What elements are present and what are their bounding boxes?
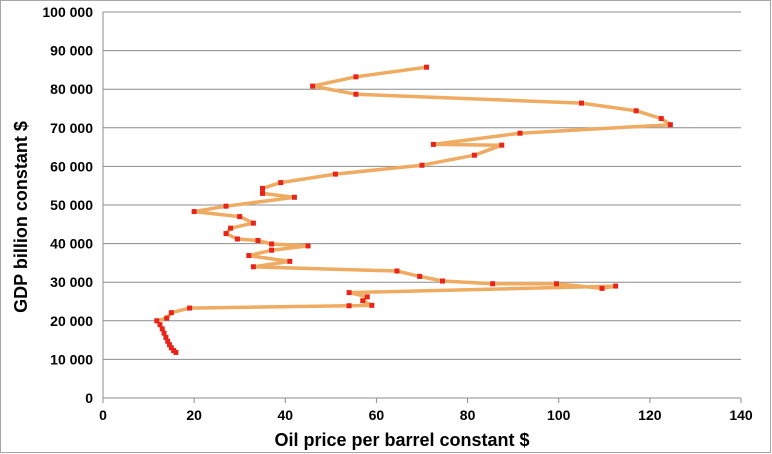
data-point bbox=[599, 285, 605, 291]
data-point bbox=[168, 345, 174, 351]
data-point bbox=[246, 253, 252, 259]
data-point bbox=[223, 203, 229, 209]
x-tick-label: 140 bbox=[729, 407, 753, 423]
data-point bbox=[168, 310, 174, 316]
data-point bbox=[255, 238, 261, 244]
data-point bbox=[167, 342, 173, 348]
data-point bbox=[517, 130, 523, 136]
data-point bbox=[658, 116, 664, 122]
x-tick-labels: 0 20 40 60 80 100 120 140 bbox=[99, 407, 753, 423]
data-point bbox=[250, 264, 256, 270]
y-tick-label: 60 000 bbox=[50, 158, 93, 174]
y-tick-label: 100 000 bbox=[42, 4, 93, 20]
data-point bbox=[163, 334, 169, 340]
data-point bbox=[613, 283, 619, 289]
data-point bbox=[440, 278, 446, 284]
data-point bbox=[171, 348, 177, 354]
y-tick-labels: 0 10 000 20 000 30 000 40 000 50 000 60 000 70 … bbox=[42, 4, 93, 406]
data-point bbox=[369, 302, 375, 308]
x-tick-label: 0 bbox=[99, 407, 107, 423]
data-point bbox=[305, 243, 311, 249]
data-point bbox=[278, 180, 284, 186]
data-point bbox=[287, 258, 293, 264]
data-point bbox=[360, 298, 366, 304]
data-point bbox=[364, 294, 370, 300]
x-tick-label: 120 bbox=[638, 407, 662, 423]
data-point bbox=[346, 303, 352, 309]
data-point bbox=[579, 100, 584, 106]
data-point bbox=[237, 214, 243, 220]
data-point bbox=[187, 305, 193, 311]
y-tick-label: 0 bbox=[85, 390, 93, 406]
data-point bbox=[424, 64, 430, 70]
data-point bbox=[191, 209, 197, 215]
data-point bbox=[269, 247, 275, 253]
data-point bbox=[161, 330, 167, 336]
data-point bbox=[310, 83, 316, 89]
data-point bbox=[353, 91, 359, 97]
data-point bbox=[250, 220, 256, 226]
y-tick-label: 10 000 bbox=[50, 351, 93, 367]
x-tick-label: 100 bbox=[547, 407, 571, 423]
x-tick-label: 20 bbox=[186, 407, 202, 423]
data-point bbox=[394, 268, 400, 274]
data-point bbox=[154, 318, 160, 324]
x-axis-title: Oil price per barrel constant $ bbox=[274, 430, 529, 450]
y-tick-label: 90 000 bbox=[50, 43, 93, 59]
data-point bbox=[346, 290, 352, 296]
x-tick-label: 40 bbox=[277, 407, 293, 423]
data-point bbox=[353, 74, 359, 80]
data-point bbox=[633, 108, 639, 114]
data-point bbox=[260, 190, 265, 196]
marker-layer bbox=[154, 64, 673, 355]
y-tick-label: 40 000 bbox=[50, 236, 93, 252]
data-point bbox=[553, 281, 559, 287]
data-point bbox=[499, 142, 505, 148]
data-point bbox=[223, 231, 229, 237]
data-point bbox=[667, 122, 673, 128]
y-tick-label: 70 000 bbox=[50, 120, 93, 136]
data-point bbox=[269, 241, 275, 247]
y-tick-label: 20 000 bbox=[50, 313, 93, 329]
data-point bbox=[234, 236, 240, 242]
data-point bbox=[165, 338, 171, 344]
data-point bbox=[332, 171, 338, 177]
x-tick-label: 60 bbox=[369, 407, 385, 423]
axes bbox=[102, 12, 742, 403]
data-point bbox=[228, 225, 234, 231]
data-point bbox=[157, 322, 163, 328]
data-point bbox=[490, 281, 496, 287]
y-tick-label: 80 000 bbox=[50, 81, 93, 97]
data-point bbox=[419, 162, 425, 168]
x-tick-label: 80 bbox=[460, 407, 476, 423]
data-point bbox=[417, 273, 423, 279]
y-tick-label: 50 000 bbox=[50, 197, 93, 213]
y-axis-title: GDP billion constant $ bbox=[11, 121, 31, 313]
series-line-layer bbox=[155, 65, 673, 355]
data-point bbox=[291, 194, 297, 200]
data-point bbox=[260, 185, 265, 191]
y-tick-label: 30 000 bbox=[50, 274, 93, 290]
data-point bbox=[164, 315, 170, 321]
data-point bbox=[159, 326, 165, 332]
data-point bbox=[471, 152, 477, 158]
data-point bbox=[430, 141, 436, 147]
series-line bbox=[155, 65, 673, 355]
